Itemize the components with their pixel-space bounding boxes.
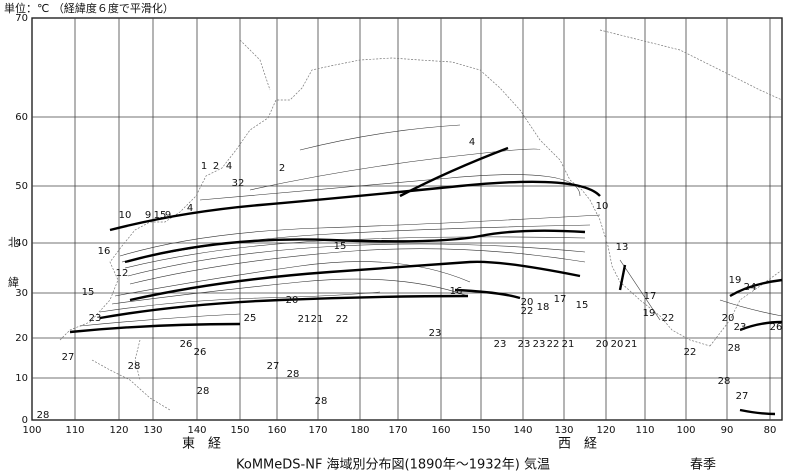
contour-label: 4 bbox=[226, 161, 232, 172]
x-tick-label: 150 bbox=[471, 425, 490, 436]
contour-label: 13 bbox=[616, 242, 629, 253]
y-tick-label: 0 bbox=[22, 415, 28, 426]
contour-label: 21 bbox=[562, 339, 575, 350]
x-tick-label: 100 bbox=[676, 425, 695, 436]
contour-label: 9 bbox=[165, 210, 171, 221]
x-tick-label: 130 bbox=[554, 425, 573, 436]
contour-label: 26 bbox=[770, 322, 783, 333]
contour-label: 23 bbox=[494, 339, 507, 350]
y-tick-label: 50 bbox=[15, 181, 28, 192]
y-tick-label: 30 bbox=[15, 288, 28, 299]
x-tick-label: 160 bbox=[431, 425, 450, 436]
contour-label: 28 bbox=[728, 343, 741, 354]
contour-label: 19 bbox=[729, 275, 742, 286]
contour-label: 25 bbox=[244, 313, 257, 324]
map-frame bbox=[31, 17, 783, 421]
y-tick-label: 20 bbox=[15, 333, 28, 344]
contour-label: 21 bbox=[311, 314, 324, 325]
x-tick-label: 170 bbox=[388, 425, 407, 436]
contour-label: 21 bbox=[298, 314, 311, 325]
contour-label: 15 bbox=[576, 300, 589, 311]
x-tick-label: 130 bbox=[143, 425, 162, 436]
contour-label: 22 bbox=[547, 339, 560, 350]
grid bbox=[32, 18, 782, 420]
contour-label: 27 bbox=[736, 391, 749, 402]
y-axis-title: 緯 bbox=[8, 275, 19, 289]
contour-label: 27 bbox=[62, 352, 75, 363]
contour-label: 10 bbox=[119, 210, 132, 221]
contour-label: 12 bbox=[116, 268, 129, 279]
y-tick-label: 40 bbox=[15, 238, 28, 249]
contour-label: 28 bbox=[287, 369, 300, 380]
y-tick-label: 70 bbox=[15, 13, 28, 24]
contour-label: 4 bbox=[469, 137, 475, 148]
y-tick-label: 10 bbox=[15, 373, 28, 384]
contour-label: 17 bbox=[644, 291, 657, 302]
contour-label: 19 bbox=[643, 308, 656, 319]
contour-label: 15 bbox=[154, 210, 167, 221]
contour-label: 28 bbox=[718, 376, 731, 387]
x-axis-title-west: 西 経 bbox=[558, 437, 597, 452]
unit-note: 単位：℃ （経緯度６度で平滑化） bbox=[4, 1, 174, 15]
contour-label: 18 bbox=[537, 302, 550, 313]
contour-label: 20 bbox=[521, 297, 534, 308]
contour-label: 20 bbox=[596, 339, 609, 350]
contour-label: 23 bbox=[533, 339, 546, 350]
caption: KoMMeDS-NF 海域別分布図(1890年～1932年) 気温 bbox=[236, 457, 550, 473]
contour-label: 2 bbox=[279, 163, 285, 174]
contour-label: 22 bbox=[684, 347, 697, 358]
contour-label: 24 bbox=[744, 282, 757, 293]
contour-label: 28 bbox=[315, 396, 328, 407]
contour-label: 22 bbox=[662, 313, 675, 324]
contour-label: 22 bbox=[521, 306, 534, 317]
contour-label: 16 bbox=[98, 246, 111, 257]
contour-label: 32 bbox=[232, 178, 245, 189]
contour-label: 10 bbox=[596, 201, 609, 212]
contour-label: 27 bbox=[267, 361, 280, 372]
contour-label: 22 bbox=[336, 314, 349, 325]
contour-label: 16 bbox=[450, 286, 463, 297]
contour-label: 28 bbox=[128, 361, 141, 372]
x-tick-label: 170 bbox=[308, 425, 327, 436]
coastlines bbox=[59, 29, 783, 411]
contour-label: 17 bbox=[554, 294, 567, 305]
x-axis-title-east: 東 経 bbox=[182, 436, 221, 452]
x-tick-label: 120 bbox=[596, 425, 615, 436]
contour-label: 20 bbox=[611, 339, 624, 350]
contour-label: 23 bbox=[89, 313, 102, 324]
thick-contours bbox=[69, 146, 783, 416]
contour-label: 4 bbox=[187, 203, 193, 214]
x-tick-label: 160 bbox=[267, 425, 286, 436]
contour-label: 28 bbox=[197, 386, 210, 397]
contour-label: 15 bbox=[334, 241, 347, 252]
contour-label: 15 bbox=[82, 287, 95, 298]
contour-label: 21 bbox=[625, 339, 638, 350]
x-tick-label: 100 bbox=[22, 425, 41, 436]
x-tick-label: 140 bbox=[513, 425, 532, 436]
x-tick-label: 110 bbox=[65, 425, 84, 436]
contour-label: 26 bbox=[180, 339, 193, 350]
x-tick-label: 110 bbox=[635, 425, 654, 436]
contour-label: 9 bbox=[145, 210, 151, 221]
y-axis-title: 北 bbox=[8, 236, 19, 249]
contour-label: 1 bbox=[201, 161, 207, 172]
x-tick-label: 140 bbox=[187, 425, 206, 436]
x-tick-label: 90 bbox=[721, 425, 734, 436]
x-tick-label: 150 bbox=[230, 425, 249, 436]
contour-label: 28 bbox=[37, 410, 50, 421]
contour-label: 23 bbox=[734, 322, 747, 333]
x-tick-label: 120 bbox=[109, 425, 128, 436]
contour-label: 20 bbox=[286, 295, 299, 306]
y-tick-label: 60 bbox=[15, 112, 28, 123]
contour-label: 23 bbox=[518, 339, 531, 350]
x-tick-label: 180 bbox=[350, 425, 369, 436]
contour-label: 20 bbox=[722, 313, 735, 324]
contour-label: 26 bbox=[194, 347, 207, 358]
contour-label: 23 bbox=[429, 328, 442, 339]
contour-label: 2 bbox=[213, 161, 219, 172]
x-tick-label: 80 bbox=[764, 425, 777, 436]
season: 春季 bbox=[690, 458, 716, 473]
